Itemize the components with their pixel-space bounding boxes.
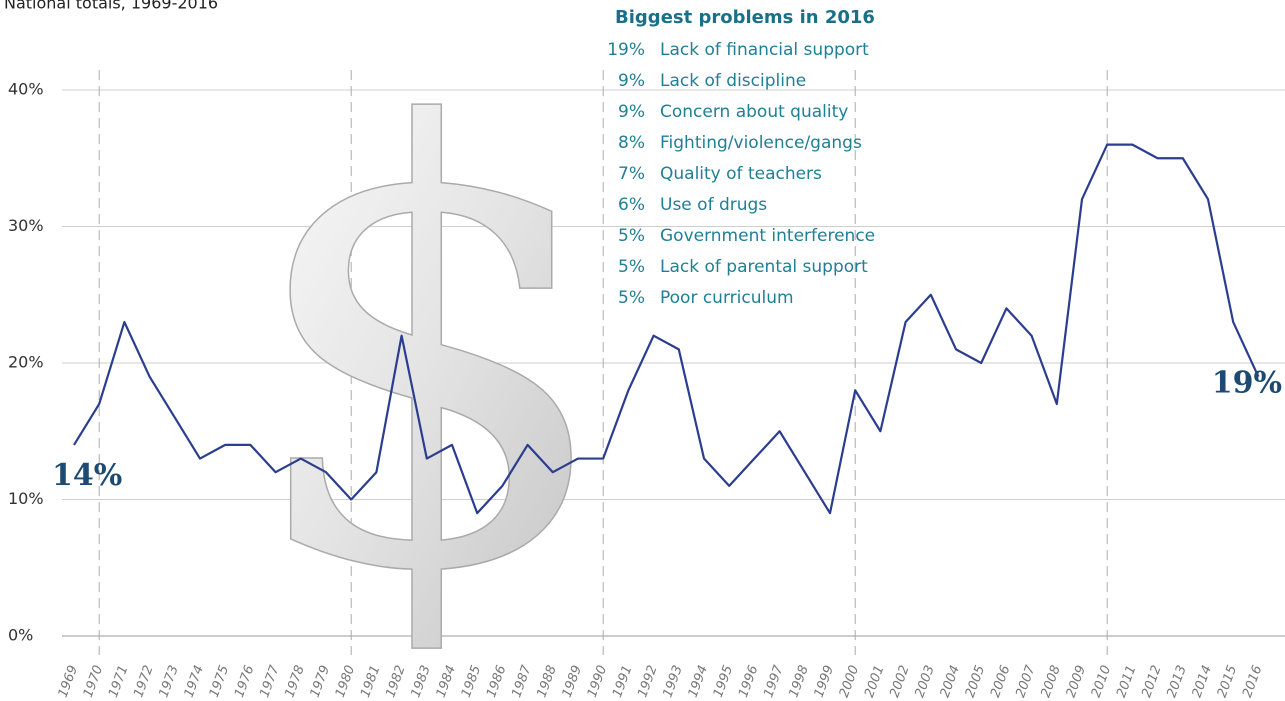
x-tick-label: 1969 [56,663,81,699]
x-tick-label: 2015 [1215,663,1240,699]
inset-share: 5% [618,257,645,277]
inset-share: 19% [607,40,645,60]
x-tick-label: 2008 [1038,663,1063,699]
inset-label: Lack of discipline [660,71,806,91]
grid: 0%10%20%30%40%1969 1970 1971 1972 1973 1974 19… [8,70,1285,700]
x-tick-label: 2002 [887,663,912,699]
y-tick-label: 40% [8,80,44,99]
inset-label: Poor curriculum [660,288,794,308]
inset-label: Use of drugs [660,195,767,215]
inset: 19% Lack of financial support 9% Lack of di… [607,40,875,308]
x-tick-label: 2005 [963,663,988,699]
x-tick-label: 1973 [156,663,181,699]
x-tick-label: 1970 [81,663,106,699]
inset-label: Lack of financial support [660,40,869,60]
inset-label: Fighting/violence/gangs [660,133,862,153]
x-tick-label: 1975 [207,663,232,699]
x-tick-label: 2006 [988,663,1013,699]
dollar-icon: $ [239,3,621,701]
inset-label: Quality of teachers [660,164,822,184]
x-tick-label: 1993 [660,663,685,699]
inset-share: 8% [618,133,645,153]
inset-label: Government interference [660,226,875,246]
inset-label: Lack of parental support [660,257,868,277]
chart-title: National totals, 1969-2016 [4,0,218,13]
start-label: 14% [52,458,122,493]
x-tick-label: 2003 [912,663,937,699]
inset-share: 5% [618,226,645,246]
x-tick-label: 1998 [786,663,811,699]
x-tick-label: 2012 [1139,663,1164,699]
x-tick-label: 2011 [1114,663,1139,699]
x-tick-label: 2000 [837,663,862,699]
marks: 14% 19% [52,143,1282,515]
y-tick-label: 30% [8,216,44,235]
x-tick-label: 1997 [761,663,787,700]
x-tick-label: 1992 [635,663,660,699]
x-tick-label: 1972 [131,663,156,699]
x-tick-label: 2001 [862,663,887,699]
x-tick-label: 2010 [1089,663,1114,699]
x-tick-label: 1971 [106,663,131,699]
x-tick-label: 2014 [1190,663,1215,699]
x-tick-label: 2009 [1064,663,1089,699]
data-line [73,143,1260,515]
x-tick-label: 1999 [812,663,837,699]
x-tick-label: 2004 [938,663,963,699]
inset-title: Biggest problems in 2016 [615,7,875,28]
x-tick-label: 2007 [1013,663,1039,700]
y-tick-label: 10% [8,489,44,508]
inset-share: 9% [618,102,645,122]
inset-label: Concern about quality [660,102,848,122]
inset-share: 5% [618,288,645,308]
inset-share: 6% [618,195,645,215]
inset-share: 9% [618,71,645,91]
end-label: 19% [1212,366,1282,401]
x-tick-label: 1995 [711,663,736,699]
x-tick-label: 1974 [182,663,207,699]
inset-share: 7% [618,164,645,184]
x-tick-label: 1996 [736,663,761,699]
x-tick-label: 2016 [1240,663,1265,699]
x-tick-label: 1994 [686,663,711,699]
x-tick-label: 2013 [1164,663,1189,699]
y-tick-label: 0% [8,626,33,645]
y-tick-label: 20% [8,353,44,372]
